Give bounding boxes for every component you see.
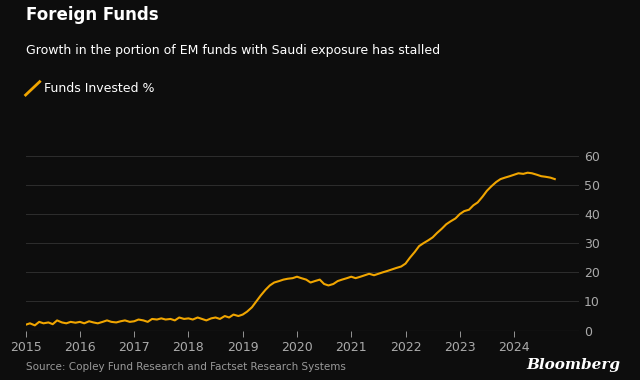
Text: Growth in the portion of EM funds with Saudi exposure has stalled: Growth in the portion of EM funds with S… [26,44,440,57]
Text: Source: Copley Fund Research and Factset Research Systems: Source: Copley Fund Research and Factset… [26,363,346,372]
Text: Funds Invested %: Funds Invested % [44,82,154,95]
Text: Bloomberg: Bloomberg [527,358,621,372]
Text: Foreign Funds: Foreign Funds [26,6,158,24]
